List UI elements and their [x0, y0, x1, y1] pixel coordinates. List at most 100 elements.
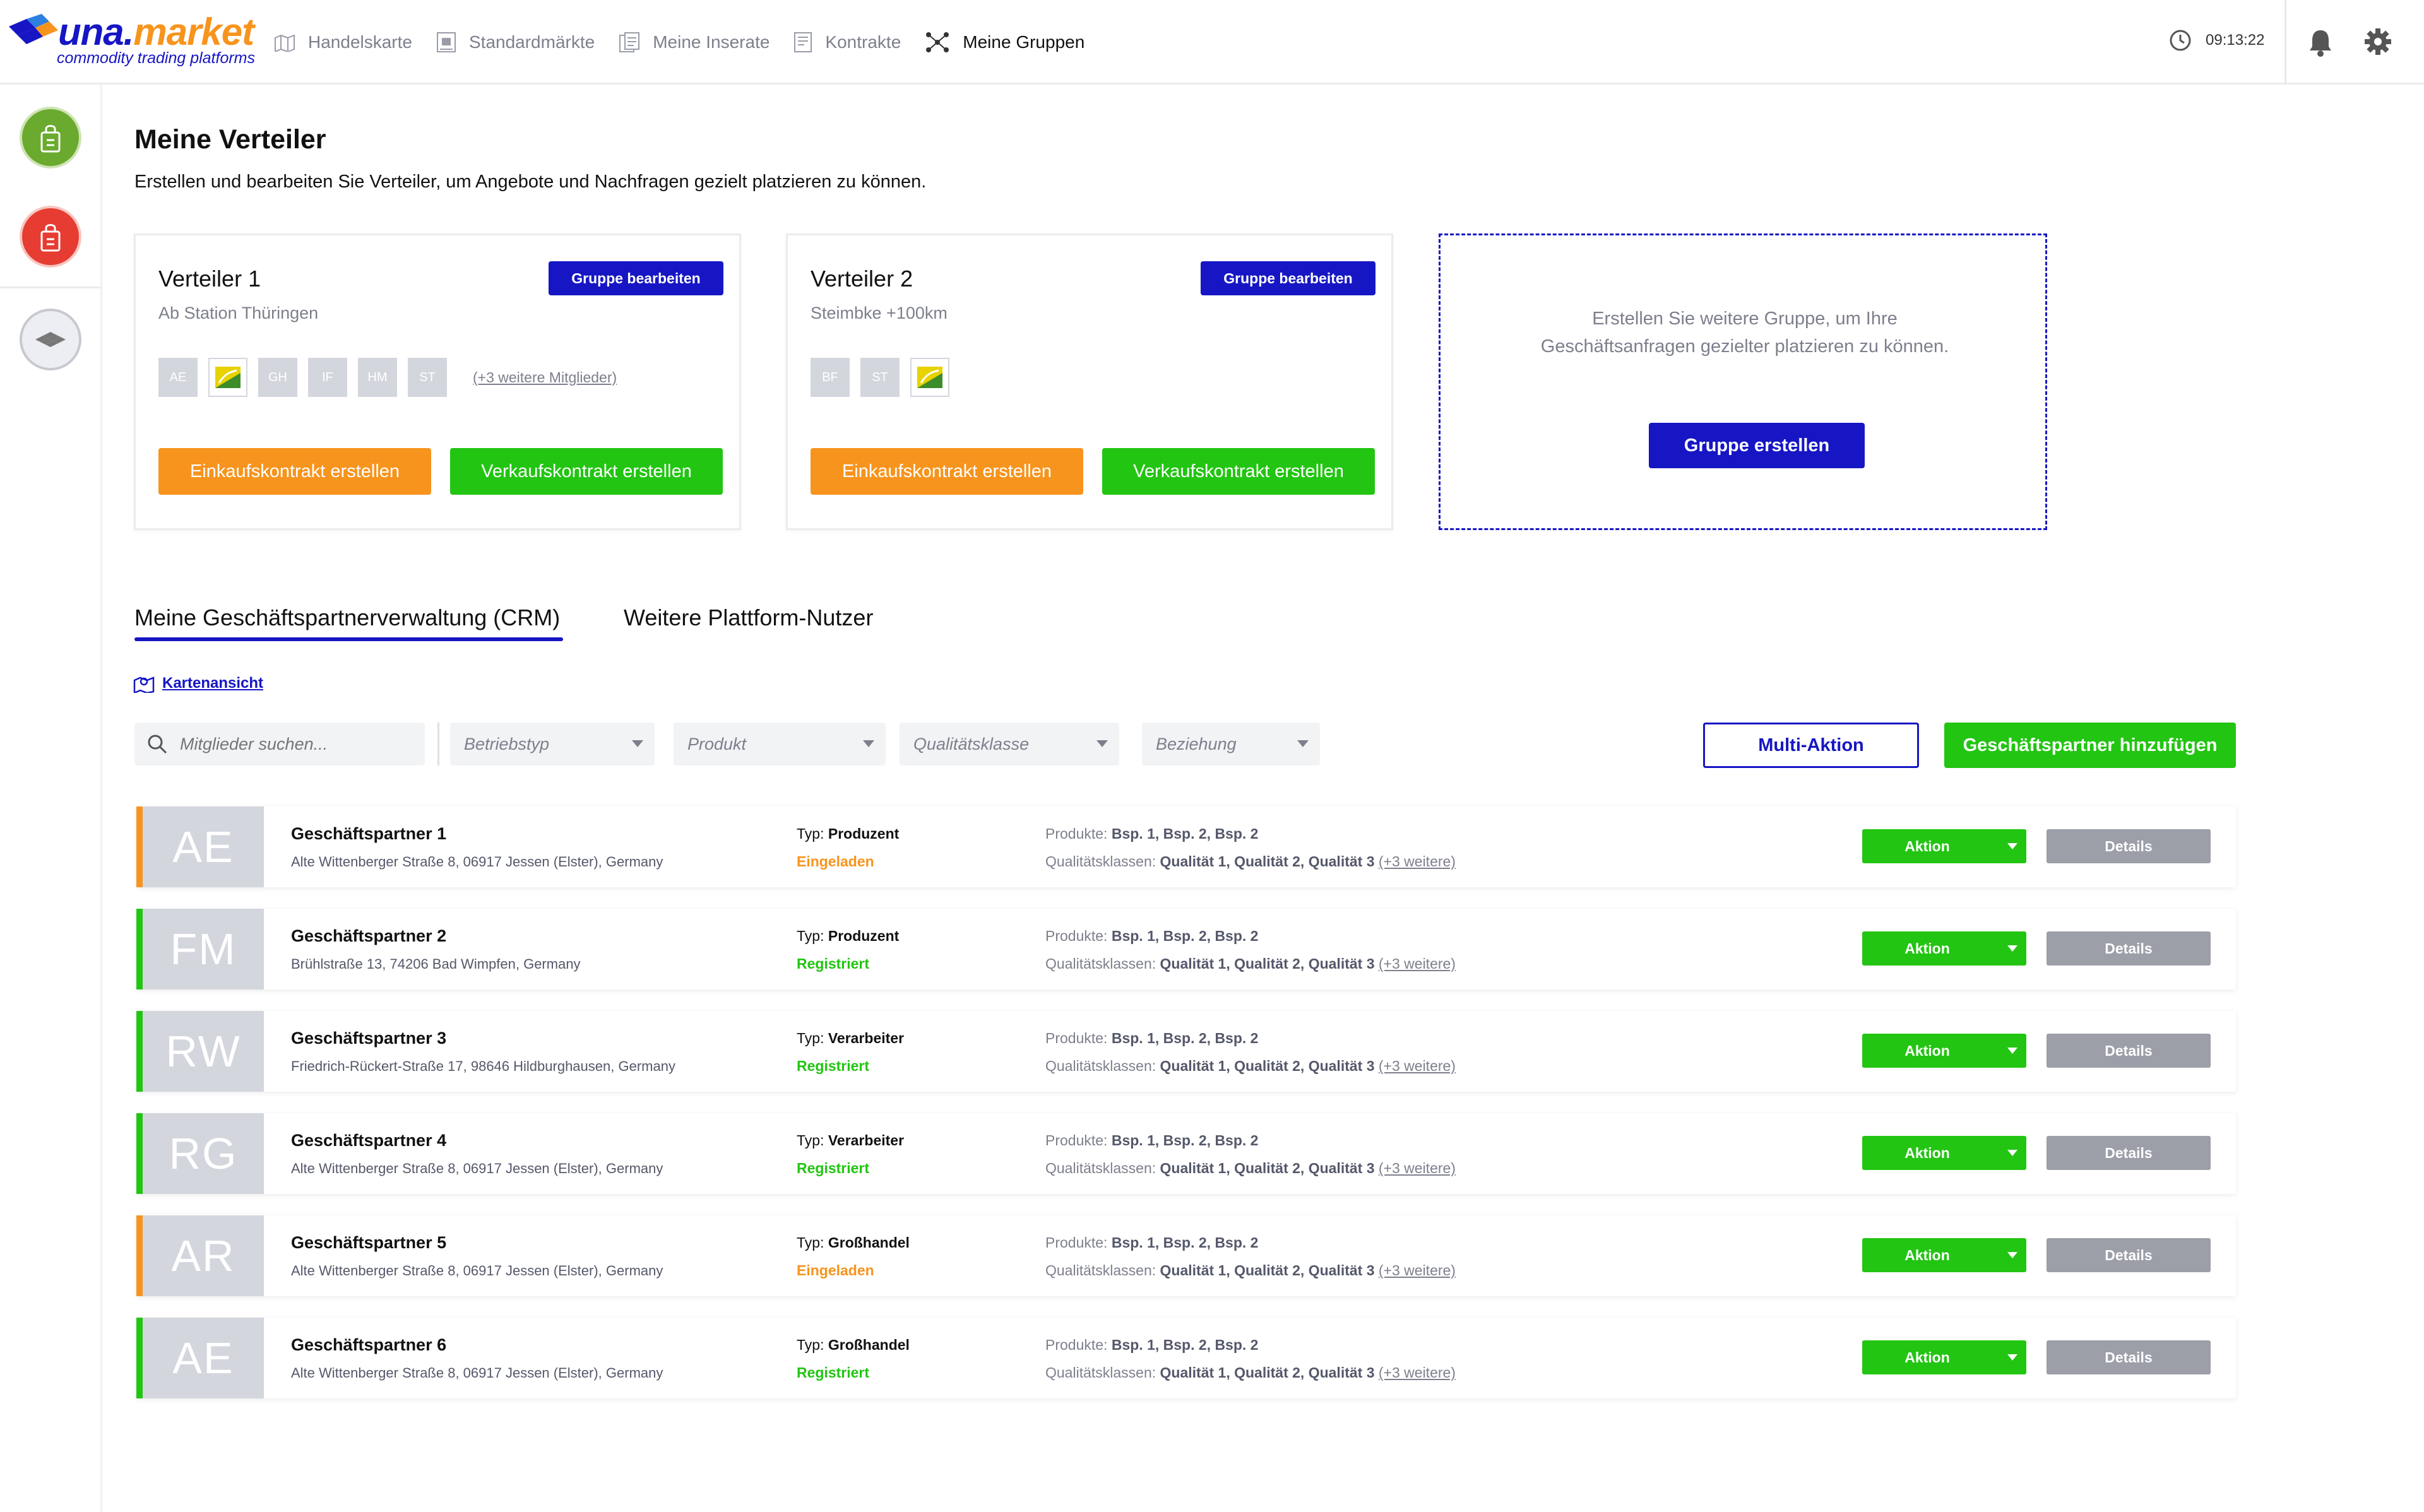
products-prefix: Produkte: [1045, 1337, 1108, 1353]
partner-avatar: FM [143, 909, 264, 989]
member-logo-badge[interactable] [910, 358, 949, 397]
member-search-input[interactable] [180, 734, 407, 754]
brand-logo[interactable]: una.market commodity trading platforms [8, 8, 260, 77]
status-stripe [136, 806, 143, 887]
partner-address: Friedrich-Rückert-Straße 17, 98646 Hildb… [291, 1058, 675, 1074]
aktion-dropdown-button[interactable]: Aktion [1862, 1034, 2026, 1068]
quality-value: Qualität 1, Qualität 2, Qualität 3 [1160, 853, 1375, 870]
member-badge[interactable]: GH [258, 358, 297, 397]
quality-more-link[interactable]: (+3 weitere) [1378, 1364, 1456, 1381]
company-logo-icon [917, 367, 942, 388]
betriebstyp-select[interactable]: Betriebstyp [450, 723, 655, 765]
member-badge[interactable]: HM [358, 358, 397, 397]
aktion-dropdown-button[interactable]: Aktion [1862, 1136, 2026, 1170]
nav-meine-inserate[interactable]: Meine Inserate [619, 32, 769, 53]
quality-more-link[interactable]: (+3 weitere) [1378, 1160, 1456, 1176]
create-sell-contract-button[interactable]: Verkaufskontrakt erstellen [1102, 448, 1375, 495]
tab-platform-users[interactable]: Weitere Plattform-Nutzer [624, 605, 874, 630]
aktion-dropdown-button[interactable]: Aktion [1862, 1340, 2026, 1374]
create-group-button[interactable]: Gruppe erstellen [1649, 423, 1865, 468]
partner-status: Registriert [797, 1160, 870, 1176]
nav-standardmaerkte[interactable]: Standardmärkte [436, 32, 595, 53]
tab-crm[interactable]: Meine Geschäftspartnerverwaltung (CRM) [134, 605, 561, 630]
quality-more-link[interactable]: (+3 weitere) [1378, 955, 1456, 972]
sidebar-sell-button[interactable] [20, 206, 81, 268]
partner-products: Produkte: Bsp. 1, Bsp. 2, Bsp. 2 [1045, 825, 1258, 842]
nav-kontrakte[interactable]: Kontrakte [793, 32, 901, 53]
settings-button[interactable] [2364, 28, 2392, 59]
beziehung-select[interactable]: Beziehung [1142, 723, 1320, 765]
page-subtitle: Erstellen und bearbeiten Sie Verteiler, … [134, 172, 927, 192]
notifications-button[interactable] [2308, 28, 2333, 60]
member-badge[interactable]: ST [408, 358, 447, 397]
quality-more-link[interactable]: (+3 weitere) [1378, 1058, 1456, 1074]
session-clock: 09:13:22 [2169, 29, 2264, 52]
main-nav: Handelskarte Standardmärkte Meine Insera… [274, 0, 1108, 85]
sell-bag-icon [40, 224, 61, 252]
details-button[interactable]: Details [2047, 931, 2211, 966]
filter-divider [437, 723, 439, 765]
create-buy-contract-button[interactable]: Einkaufskontrakt erstellen [158, 448, 431, 495]
qualitaetsklasse-select[interactable]: Qualitätsklasse [900, 723, 1119, 765]
quality-more-link[interactable]: (+3 weitere) [1378, 1262, 1456, 1279]
multi-action-button[interactable]: Multi-Aktion [1703, 723, 1919, 768]
aktion-label: Aktion [1904, 940, 1950, 957]
map-view-link[interactable]: Kartenansicht [133, 674, 263, 693]
type-prefix: Typ: [797, 1132, 824, 1149]
partner-row[interactable]: RG Geschäftspartner 4 Alte Wittenberger … [136, 1113, 2236, 1194]
status-stripe [136, 1215, 143, 1296]
aktion-dropdown-button[interactable]: Aktion [1862, 931, 2026, 966]
partner-row[interactable]: AR Geschäftspartner 5 Alte Wittenberger … [136, 1215, 2236, 1296]
status-stripe [136, 1318, 143, 1398]
edit-group-button[interactable]: Gruppe bearbeiten [1201, 261, 1375, 295]
type-prefix: Typ: [797, 928, 824, 944]
chevron-down-icon [2007, 945, 2017, 952]
group-title: Verteiler 1 [158, 266, 261, 292]
details-button[interactable]: Details [2047, 1340, 2211, 1374]
nav-meine-gruppen[interactable]: Meine Gruppen [925, 31, 1084, 54]
aktion-dropdown-button[interactable]: Aktion [1862, 1238, 2026, 1272]
details-button[interactable]: Details [2047, 1136, 2211, 1170]
details-button[interactable]: Details [2047, 1238, 2211, 1272]
products-prefix: Produkte: [1045, 928, 1108, 944]
member-badge[interactable]: AE [158, 358, 198, 397]
bell-icon [2310, 30, 2331, 57]
nav-handelskarte[interactable]: Handelskarte [274, 32, 412, 52]
partner-row[interactable]: FM Geschäftspartner 2 Brühlstraße 13, 74… [136, 909, 2236, 989]
groups-icon [926, 32, 949, 52]
create-sell-contract-button[interactable]: Verkaufskontrakt erstellen [450, 448, 723, 495]
sidebar-buy-button[interactable] [20, 107, 81, 168]
partner-qualities: Qualitätsklassen: Qualität 1, Qualität 2… [1045, 1364, 1456, 1381]
quality-value: Qualität 1, Qualität 2, Qualität 3 [1160, 1364, 1375, 1381]
header-divider [2284, 0, 2286, 85]
details-button[interactable]: Details [2047, 829, 2211, 863]
type-value: Produzent [828, 928, 900, 944]
member-badge[interactable]: BF [811, 358, 850, 397]
sidebar-market-button[interactable] [20, 309, 81, 370]
chevron-down-icon [2007, 1150, 2017, 1156]
more-members-link[interactable]: (+3 weitere Mitglieder) [473, 369, 617, 386]
partner-row[interactable]: RW Geschäftspartner 3 Friedrich-Rückert-… [136, 1011, 2236, 1092]
member-badge[interactable]: ST [860, 358, 900, 397]
top-bar: una.market commodity trading platforms H… [0, 0, 2424, 85]
details-button[interactable]: Details [2047, 1034, 2211, 1068]
partner-avatar: RG [143, 1113, 264, 1194]
member-badge[interactable]: IF [308, 358, 347, 397]
quality-value: Qualität 1, Qualität 2, Qualität 3 [1160, 1160, 1375, 1176]
quality-more-link[interactable]: (+3 weitere) [1378, 853, 1456, 870]
partner-row[interactable]: AE Geschäftspartner 6 Alte Wittenberger … [136, 1318, 2236, 1398]
add-partner-button[interactable]: Geschäftspartner hinzufügen [1944, 723, 2236, 768]
quality-prefix: Qualitätsklassen: [1045, 1262, 1156, 1279]
quality-value: Qualität 1, Qualität 2, Qualität 3 [1160, 1058, 1375, 1074]
products-prefix: Produkte: [1045, 1234, 1108, 1251]
member-logo-badge[interactable] [208, 358, 247, 397]
create-buy-contract-button[interactable]: Einkaufskontrakt erstellen [811, 448, 1083, 495]
status-stripe [136, 1011, 143, 1092]
partner-row[interactable]: AE Geschäftspartner 1 Alte Wittenberger … [136, 806, 2236, 887]
edit-group-button[interactable]: Gruppe bearbeiten [549, 261, 723, 295]
products-value: Bsp. 1, Bsp. 2, Bsp. 2 [1111, 1132, 1259, 1149]
partner-type: Typ: Verarbeiter [797, 1030, 904, 1047]
aktion-dropdown-button[interactable]: Aktion [1862, 829, 2026, 863]
produkt-select[interactable]: Produkt [674, 723, 886, 765]
products-prefix: Produkte: [1045, 1030, 1108, 1046]
